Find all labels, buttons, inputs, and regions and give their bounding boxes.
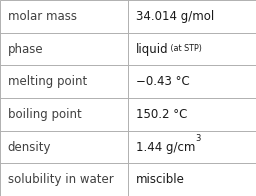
- Text: −0.43 °C: −0.43 °C: [136, 75, 189, 88]
- Text: (at STP): (at STP): [168, 44, 202, 54]
- Text: density: density: [8, 141, 51, 153]
- Text: solubility in water: solubility in water: [8, 173, 113, 186]
- Text: 150.2 °C: 150.2 °C: [136, 108, 187, 121]
- Text: molar mass: molar mass: [8, 10, 77, 23]
- Text: 34.014 g/mol: 34.014 g/mol: [136, 10, 214, 23]
- Text: boiling point: boiling point: [8, 108, 81, 121]
- Text: 3: 3: [195, 134, 200, 143]
- Text: miscible: miscible: [136, 173, 185, 186]
- Text: melting point: melting point: [8, 75, 87, 88]
- Text: phase: phase: [8, 43, 43, 55]
- Text: 1.44 g/cm: 1.44 g/cm: [136, 141, 195, 153]
- Text: liquid: liquid: [136, 43, 168, 55]
